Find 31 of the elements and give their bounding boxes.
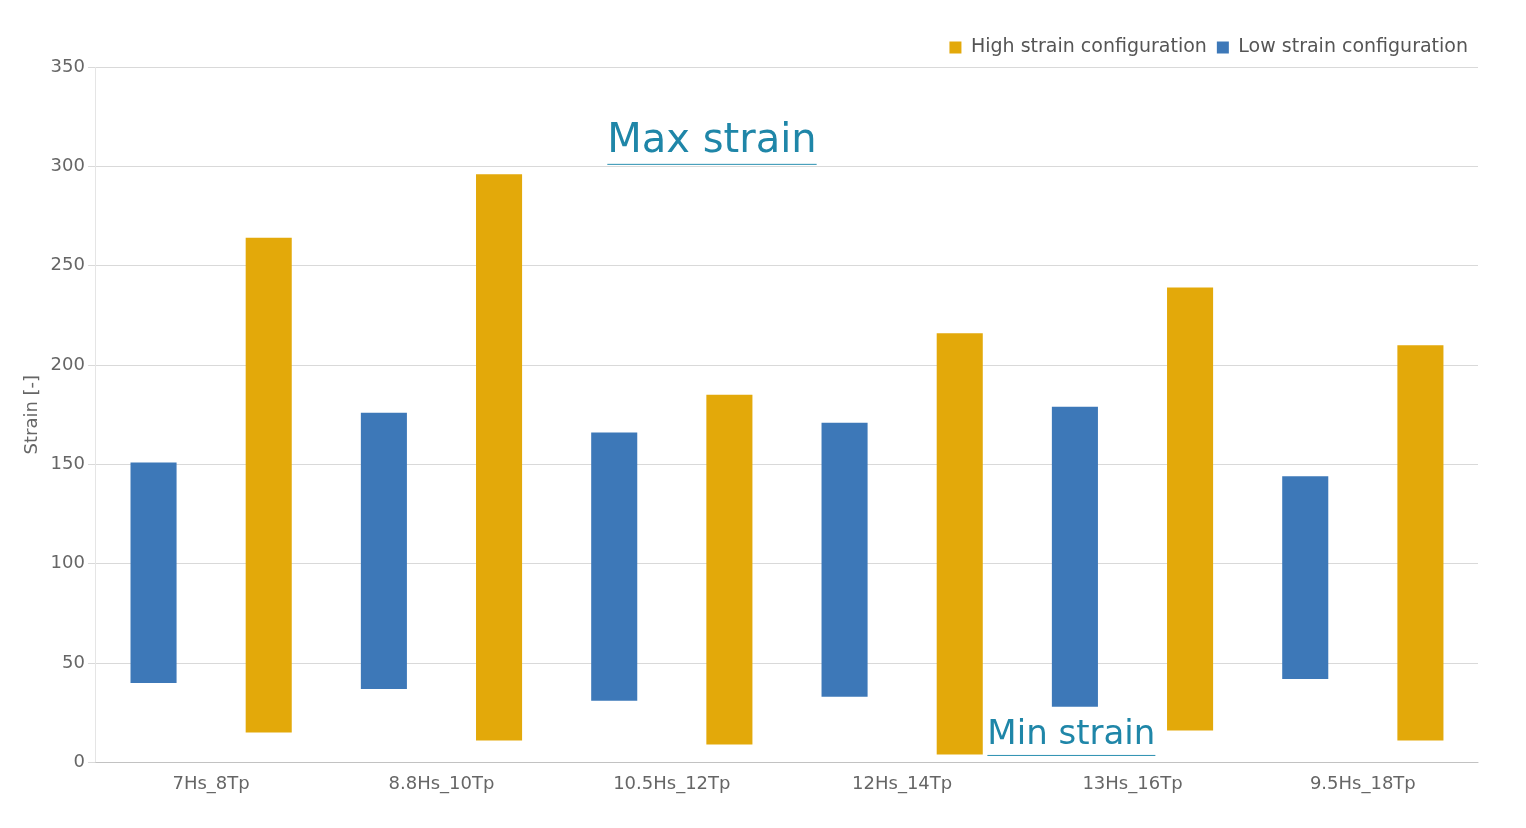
bar <box>1051 406 1098 707</box>
bar <box>476 174 523 741</box>
bar <box>245 237 292 733</box>
x-tick-label: 8.8Hs_10Tp <box>388 771 495 794</box>
bar <box>130 462 177 683</box>
x-tick-label: 10.5Hs_12Tp <box>613 771 731 794</box>
x-tick-label: 12Hs_14Tp <box>852 771 953 794</box>
bar <box>1282 476 1329 679</box>
bar <box>1397 345 1444 741</box>
y-axis-title: Strain [-] <box>20 374 42 455</box>
legend-label: High strain configuration <box>970 34 1207 57</box>
bar <box>821 422 868 697</box>
y-tick-label: 50 <box>62 650 85 672</box>
y-tick-label: 350 <box>50 54 85 76</box>
x-tick-label: 9.5Hs_18Tp <box>1309 771 1416 794</box>
y-tick-label: 300 <box>50 154 85 176</box>
bar <box>360 412 407 689</box>
y-tick-label: 200 <box>50 352 85 374</box>
y-tick-label: 150 <box>50 452 85 474</box>
bar <box>1167 287 1214 731</box>
x-tick-label: 7Hs_8Tp <box>172 771 250 794</box>
annotation: Min strain <box>987 712 1156 753</box>
legend-label: Low strain configuration <box>1238 34 1468 57</box>
y-tick-label: 250 <box>50 253 85 275</box>
bar <box>591 432 638 701</box>
annotation: Max strain <box>607 114 817 161</box>
bar <box>706 394 753 745</box>
y-tick-label: 100 <box>50 551 85 573</box>
y-tick-label: 0 <box>73 750 85 772</box>
x-tick-label: 13Hs_16Tp <box>1082 771 1183 794</box>
bar <box>936 333 983 755</box>
